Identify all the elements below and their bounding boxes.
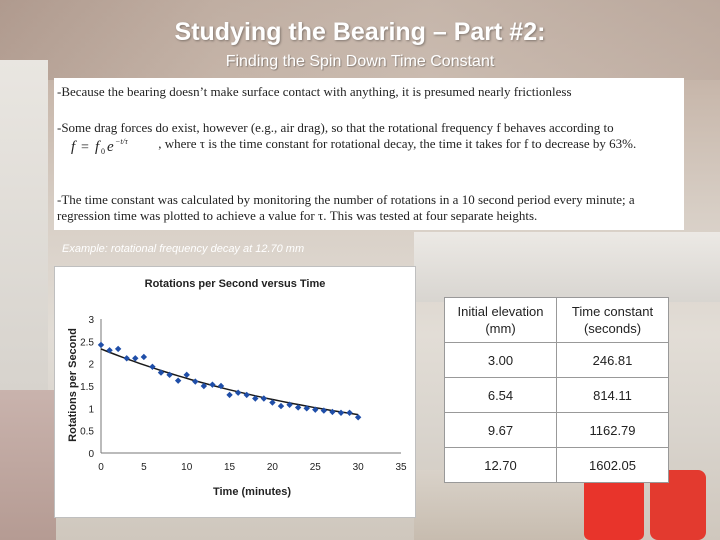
chart-x-tick-label: 10 (181, 462, 193, 473)
chart-data-point (337, 409, 345, 416)
table-row: 6.54 814.11 (444, 377, 669, 413)
chart-data-point (303, 405, 310, 412)
chart-y-tick-label: 1 (88, 404, 94, 415)
chart-data-point (286, 401, 293, 408)
svg-text:f: f (71, 139, 77, 155)
background-foam-block (0, 60, 48, 390)
table-cell-elevation: 9.67 (444, 412, 557, 448)
chart-x-tick-label: 20 (267, 462, 279, 473)
chart-data-point (320, 407, 328, 414)
table-cell-elevation: 3.00 (444, 342, 557, 378)
chart-x-tick-label: 30 (353, 462, 365, 473)
svg-text:0: 0 (101, 147, 105, 155)
chart-data-point (132, 355, 139, 362)
chart-x-tick-label: 25 (310, 462, 322, 473)
chart-title: Rotations per Second versus Time (145, 278, 326, 290)
paragraph-drag-before: -Some drag forces do exist, however (e.g… (57, 120, 614, 135)
background-foam-ledge (414, 232, 720, 302)
chart-data-point (277, 402, 285, 410)
chart-x-tick-label: 5 (141, 462, 147, 473)
chart-data-point (312, 406, 319, 413)
table-header-row: Initial elevation (mm) Time constant (se… (444, 297, 669, 343)
chart-data-point (114, 345, 122, 353)
description-box: -Because the bearing doesn’t make surfac… (54, 78, 684, 230)
chart-data-point (260, 395, 268, 402)
chart-data-point (354, 414, 362, 421)
chart-x-axis-label: Time (minutes) (213, 486, 291, 498)
paragraph-drag-forces: -Some drag forces do exist, however (e.g… (57, 120, 681, 156)
chart-y-tick-label: 1.5 (80, 382, 94, 393)
chart-data-point (234, 389, 242, 396)
svg-text:=: = (81, 140, 89, 155)
paragraph-method: -The time constant was calculated by mon… (57, 192, 635, 223)
chart-data-point (123, 355, 130, 362)
background-red-part-left (584, 478, 644, 540)
table-cell-elevation: 12.70 (444, 447, 557, 483)
chart-data-point (209, 381, 216, 388)
slide-title: Studying the Bearing – Part #2: (174, 18, 546, 46)
chart-data-point (174, 377, 182, 384)
svg-text:f: f (95, 139, 101, 155)
chart-data-point (97, 341, 105, 349)
chart-data-point (252, 395, 259, 402)
background-cardboard (0, 0, 720, 80)
table-cell-time-constant: 814.11 (556, 377, 669, 413)
chart-y-axis-label: Rotations per Second (67, 328, 79, 442)
chart-data-point (149, 363, 156, 370)
chart-data-point (269, 399, 276, 406)
chart-trendline (100, 348, 359, 416)
example-caption: Example: rotational frequency decay at 1… (62, 243, 305, 255)
chart-x-tick-label: 15 (224, 462, 236, 473)
decay-formula: f = f 0 e −t/τ (57, 137, 155, 156)
background-pink-object (0, 390, 56, 540)
table-row: 12.70 1602.05 (444, 447, 669, 483)
chart-data-point (157, 369, 165, 376)
chart-data-point (192, 378, 199, 385)
chart-y-tick-label: 3 (88, 315, 94, 326)
chart-canvas: Rotations per Second versus Time Time (m… (67, 278, 407, 498)
chart-data-point (217, 382, 225, 390)
svg-text:−t/τ: −t/τ (115, 137, 129, 146)
table-cell-time-constant: 1602.05 (556, 447, 669, 483)
slide-subtitle: Finding the Spin Down Time Constant (225, 53, 495, 70)
table-cell-time-constant: 246.81 (556, 342, 669, 378)
rotation-decay-chart: Rotations per Second versus Time Time (m… (54, 266, 416, 518)
table-cell-time-constant: 1162.79 (556, 412, 669, 448)
paragraph-frictionless: -Because the bearing doesn’t make surfac… (57, 84, 572, 99)
chart-y-tick-label: 0.5 (80, 427, 94, 438)
chart-y-tick-label: 2 (88, 360, 94, 371)
chart-data-point (183, 371, 190, 379)
chart-data-point (243, 391, 250, 399)
chart-data-point (166, 371, 173, 379)
table-cell-elevation: 6.54 (444, 377, 557, 413)
chart-data-point (200, 382, 208, 390)
svg-text:e: e (107, 139, 114, 155)
chart-y-tick-label: 0 (88, 449, 94, 460)
chart-y-tick-label: 2.5 (80, 337, 94, 348)
chart-data-point (346, 409, 353, 416)
paragraph-drag-after: , where τ is the time constant for rotat… (158, 136, 637, 151)
table-header-time-constant: Time constant (seconds) (556, 297, 669, 343)
time-constant-table: Initial elevation (mm) Time constant (se… (444, 297, 669, 483)
chart-x-tick-label: 0 (98, 462, 104, 473)
table-row: 3.00 246.81 (444, 342, 669, 378)
chart-data-point (106, 347, 113, 354)
chart-data-point (140, 353, 148, 361)
table-header-elevation: Initial elevation (mm) (444, 297, 557, 343)
chart-x-tick-label: 35 (395, 462, 407, 473)
table-row: 9.67 1162.79 (444, 412, 669, 448)
chart-data-point (329, 408, 336, 416)
chart-data-point (226, 391, 233, 399)
